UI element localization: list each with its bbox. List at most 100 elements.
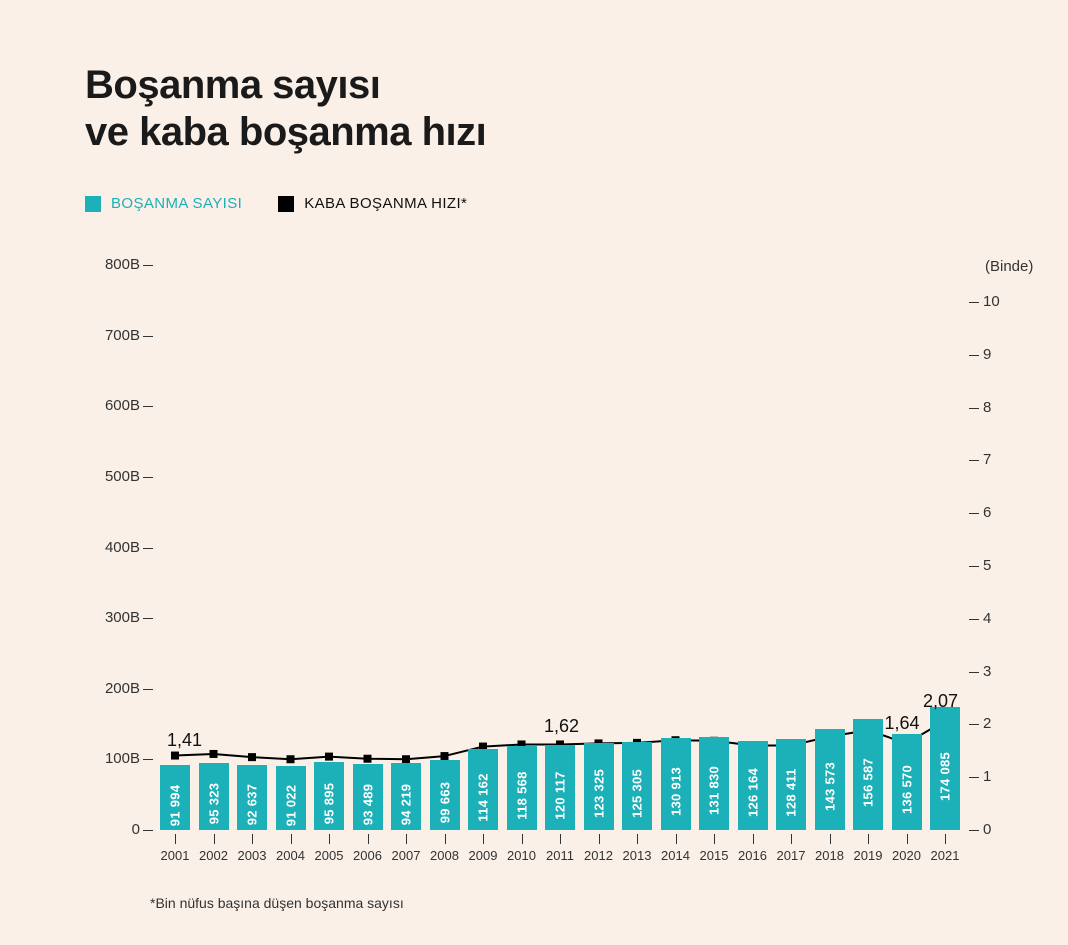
- y-left-tick-label: 400B: [80, 539, 140, 556]
- legend: BOŞANMA SAYISI KABA BOŞANMA HIZI*: [85, 195, 467, 212]
- bar: 131 830: [699, 737, 729, 830]
- y-left-tick-label: 500B: [80, 468, 140, 485]
- x-tick-label: 2015: [694, 848, 734, 863]
- x-tick: [368, 834, 369, 844]
- bar-value-label: 95 895: [322, 783, 337, 825]
- bar-value-label: 143 573: [822, 762, 837, 811]
- x-tick: [252, 834, 253, 844]
- legend-swatch-bars: [85, 196, 101, 212]
- bar-value-label: 123 325: [591, 769, 606, 818]
- y-right-tick: [969, 513, 979, 514]
- x-tick: [753, 834, 754, 844]
- y-left-tick: [143, 265, 153, 266]
- bar: 92 637: [237, 765, 267, 830]
- bar: 95 895: [314, 762, 344, 830]
- x-tick-label: 2005: [309, 848, 349, 863]
- x-tick-label: 2020: [887, 848, 927, 863]
- x-tick: [483, 834, 484, 844]
- y-left-tick-label: 300B: [80, 609, 140, 626]
- bar-value-label: 93 489: [360, 784, 375, 826]
- y-left-tick: [143, 830, 153, 831]
- line-marker: [287, 755, 295, 763]
- x-tick: [907, 834, 908, 844]
- bar-value-label: 95 323: [206, 783, 221, 825]
- bar-value-label: 136 570: [899, 765, 914, 814]
- bar-value-label: 126 164: [745, 768, 760, 817]
- x-tick: [560, 834, 561, 844]
- x-tick-label: 2003: [232, 848, 272, 863]
- y-right-tick: [969, 460, 979, 461]
- x-tick-label: 2006: [348, 848, 388, 863]
- line-marker: [171, 752, 179, 760]
- x-tick-label: 2013: [617, 848, 657, 863]
- x-tick-label: 2016: [733, 848, 773, 863]
- bar: 126 164: [738, 741, 768, 830]
- bar-value-label: 118 568: [514, 771, 529, 819]
- x-tick-label: 2001: [155, 848, 195, 863]
- bar-value-label: 130 913: [668, 767, 683, 816]
- legend-swatch-line: [278, 196, 294, 212]
- bar: 174 085: [930, 707, 960, 830]
- y-left-tick: [143, 548, 153, 549]
- footnote: *Bin nüfus başına düşen boşanma sayısı: [150, 895, 404, 911]
- x-tick: [291, 834, 292, 844]
- bar-value-label: 128 411: [784, 768, 799, 816]
- y-right-tick: [969, 619, 979, 620]
- title-line-1: Boşanma sayısı: [85, 63, 380, 107]
- bar-value-label: 91 994: [168, 784, 183, 826]
- y-right-tick-label: 9: [983, 346, 1023, 363]
- line-value-callout: 1,64: [885, 713, 920, 734]
- y-left-tick: [143, 336, 153, 337]
- x-tick-label: 2009: [463, 848, 503, 863]
- x-tick-label: 2002: [194, 848, 234, 863]
- y-left-tick: [143, 618, 153, 619]
- x-tick: [714, 834, 715, 844]
- y-left-tick-label: 0: [80, 821, 140, 838]
- bar: 93 489: [353, 764, 383, 830]
- y-right-tick: [969, 302, 979, 303]
- y-right-tick: [969, 355, 979, 356]
- bar: 120 117: [545, 745, 575, 830]
- x-tick-label: 2004: [271, 848, 311, 863]
- y-left-tick: [143, 477, 153, 478]
- y-left-tick-label: 600B: [80, 397, 140, 414]
- bar: 91 022: [276, 766, 306, 830]
- x-tick: [445, 834, 446, 844]
- y-right-tick-label: 8: [983, 399, 1023, 416]
- bar: 94 219: [391, 763, 421, 830]
- line-value-callout: 1,41: [167, 730, 202, 751]
- bar: 136 570: [892, 734, 922, 830]
- bar-value-label: 94 219: [399, 783, 414, 825]
- y-right-tick-label: 7: [983, 451, 1023, 468]
- x-tick-label: 2010: [502, 848, 542, 863]
- y-left-tick: [143, 759, 153, 760]
- bar: 125 305: [622, 742, 652, 830]
- line-marker: [248, 753, 256, 761]
- legend-label-line: KABA BOŞANMA HIZI*: [304, 195, 467, 212]
- bar: 118 568: [507, 746, 537, 830]
- y-right-tick: [969, 672, 979, 673]
- chart-canvas: Boşanma sayısı ve kaba boşanma hızı BOŞA…: [0, 0, 1068, 945]
- y-right-tick-label: 1: [983, 768, 1023, 785]
- x-tick: [214, 834, 215, 844]
- x-tick: [945, 834, 946, 844]
- x-tick: [599, 834, 600, 844]
- legend-label-bars: BOŞANMA SAYISI: [111, 195, 242, 212]
- bar: 114 162: [468, 749, 498, 830]
- x-tick-label: 2014: [656, 848, 696, 863]
- y-right-tick: [969, 830, 979, 831]
- y-right-tick: [969, 566, 979, 567]
- x-tick: [791, 834, 792, 844]
- legend-item-line: KABA BOŞANMA HIZI*: [278, 195, 467, 212]
- bar: 156 587: [853, 719, 883, 830]
- line-value-callout: 2,07: [923, 691, 958, 712]
- bar-value-label: 174 085: [938, 751, 953, 800]
- x-tick: [406, 834, 407, 844]
- chart-title: Boşanma sayısı ve kaba boşanma hızı: [85, 62, 486, 156]
- y-right-tick-label: 5: [983, 557, 1023, 574]
- bar: 128 411: [776, 739, 806, 830]
- bar: 91 994: [160, 765, 190, 830]
- bar-value-label: 131 830: [707, 766, 722, 815]
- bar: 95 323: [199, 763, 229, 830]
- line-marker: [402, 755, 410, 763]
